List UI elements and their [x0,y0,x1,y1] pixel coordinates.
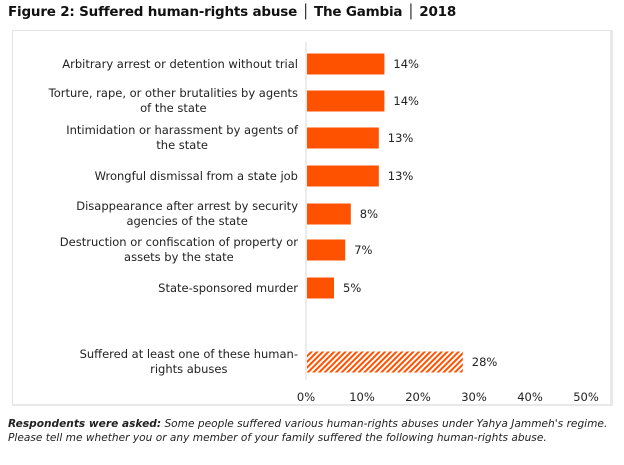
x-tick-label-2: 20% [405,390,431,404]
value-label-3: 13% [388,169,414,183]
x-tick-label-0: 0% [297,390,315,404]
bar-1 [307,90,385,112]
value-label-2: 13% [388,131,414,145]
bar-6 [307,277,334,299]
value-label-6: 5% [343,281,361,295]
x-tick-label-4: 40% [517,390,543,404]
bar-0 [307,53,385,75]
category-label-7: Suffered at least one of these human-rig… [80,347,298,376]
category-label-6: State-sponsored murder [158,281,298,295]
x-tick-label-3: 30% [461,390,487,404]
chart-frame [12,30,613,406]
value-label-1: 14% [393,94,419,108]
bar-3 [307,165,379,187]
bar-7 [307,351,463,373]
x-tick-label-1: 10% [349,390,375,404]
bar-4 [307,203,351,225]
category-label-5: Destruction or confiscation of property … [60,235,298,264]
category-label-1: Torture, rape, or other brutalities by a… [48,86,298,115]
bar-2 [307,127,379,149]
category-label-3: Wrongful dismissal from a state job [95,169,298,183]
category-label-4: Disappearance after arrest by security ag… [76,199,298,228]
bar-5 [307,239,346,261]
value-label-0: 14% [393,57,419,71]
survey-question-note: Respondents were asked: Some people suff… [8,417,620,445]
value-label-5: 7% [354,243,372,257]
category-label-0: Arbitrary arrest or detention without tr… [62,57,298,71]
value-label-7: 28% [472,355,498,369]
note-text: Some people suffered various human-right… [8,418,608,444]
value-label-4: 8% [360,207,378,221]
chart-title: Figure 2: Suffered human-rights abuse │ … [8,4,457,20]
note-label: Respondents were asked: [8,418,162,430]
x-tick-label-5: 50% [573,390,599,404]
category-label-2: Intimidation or harassment by agents of t… [66,123,299,152]
